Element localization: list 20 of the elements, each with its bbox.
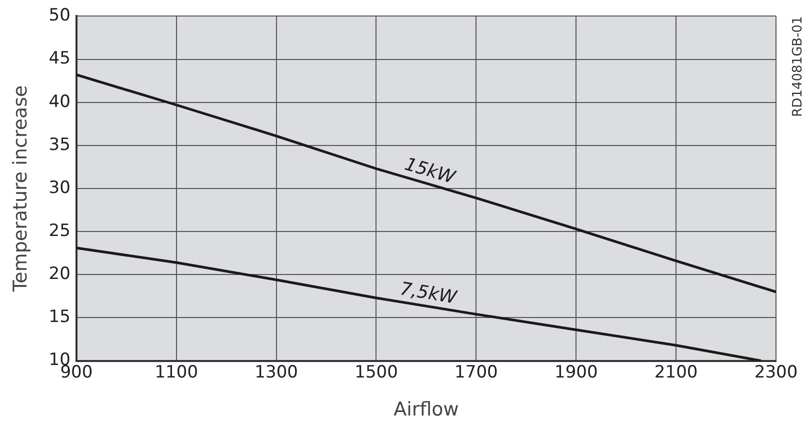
y-tick-label: 20	[48, 264, 70, 284]
y-axis-title: Temperature increase	[9, 85, 32, 293]
y-tick-label: 50	[48, 6, 70, 26]
x-tick-label: 1300	[254, 362, 298, 382]
text: 15kW	[402, 154, 458, 189]
x-tick-label: 1900	[554, 362, 598, 382]
y-tick-label: 30	[48, 178, 70, 198]
x-tick-label: 1500	[354, 362, 398, 382]
y-tick-label: 15	[48, 307, 70, 328]
x-tick-label: 1100	[154, 362, 198, 382]
x-tick-label: 2100	[654, 362, 698, 382]
y-tick-label: 35	[48, 134, 70, 155]
y-tick-label: 25	[48, 220, 70, 241]
y-tick-label: 45	[48, 48, 70, 69]
text: 7,5kW	[398, 278, 460, 309]
x-tick-label: 2300	[754, 362, 798, 382]
x-axis-title: Airflow	[394, 398, 459, 421]
y-tick-label: 40	[48, 92, 70, 112]
x-tick-label: 1700	[454, 362, 498, 382]
text: RD14081GB-01	[790, 16, 806, 117]
